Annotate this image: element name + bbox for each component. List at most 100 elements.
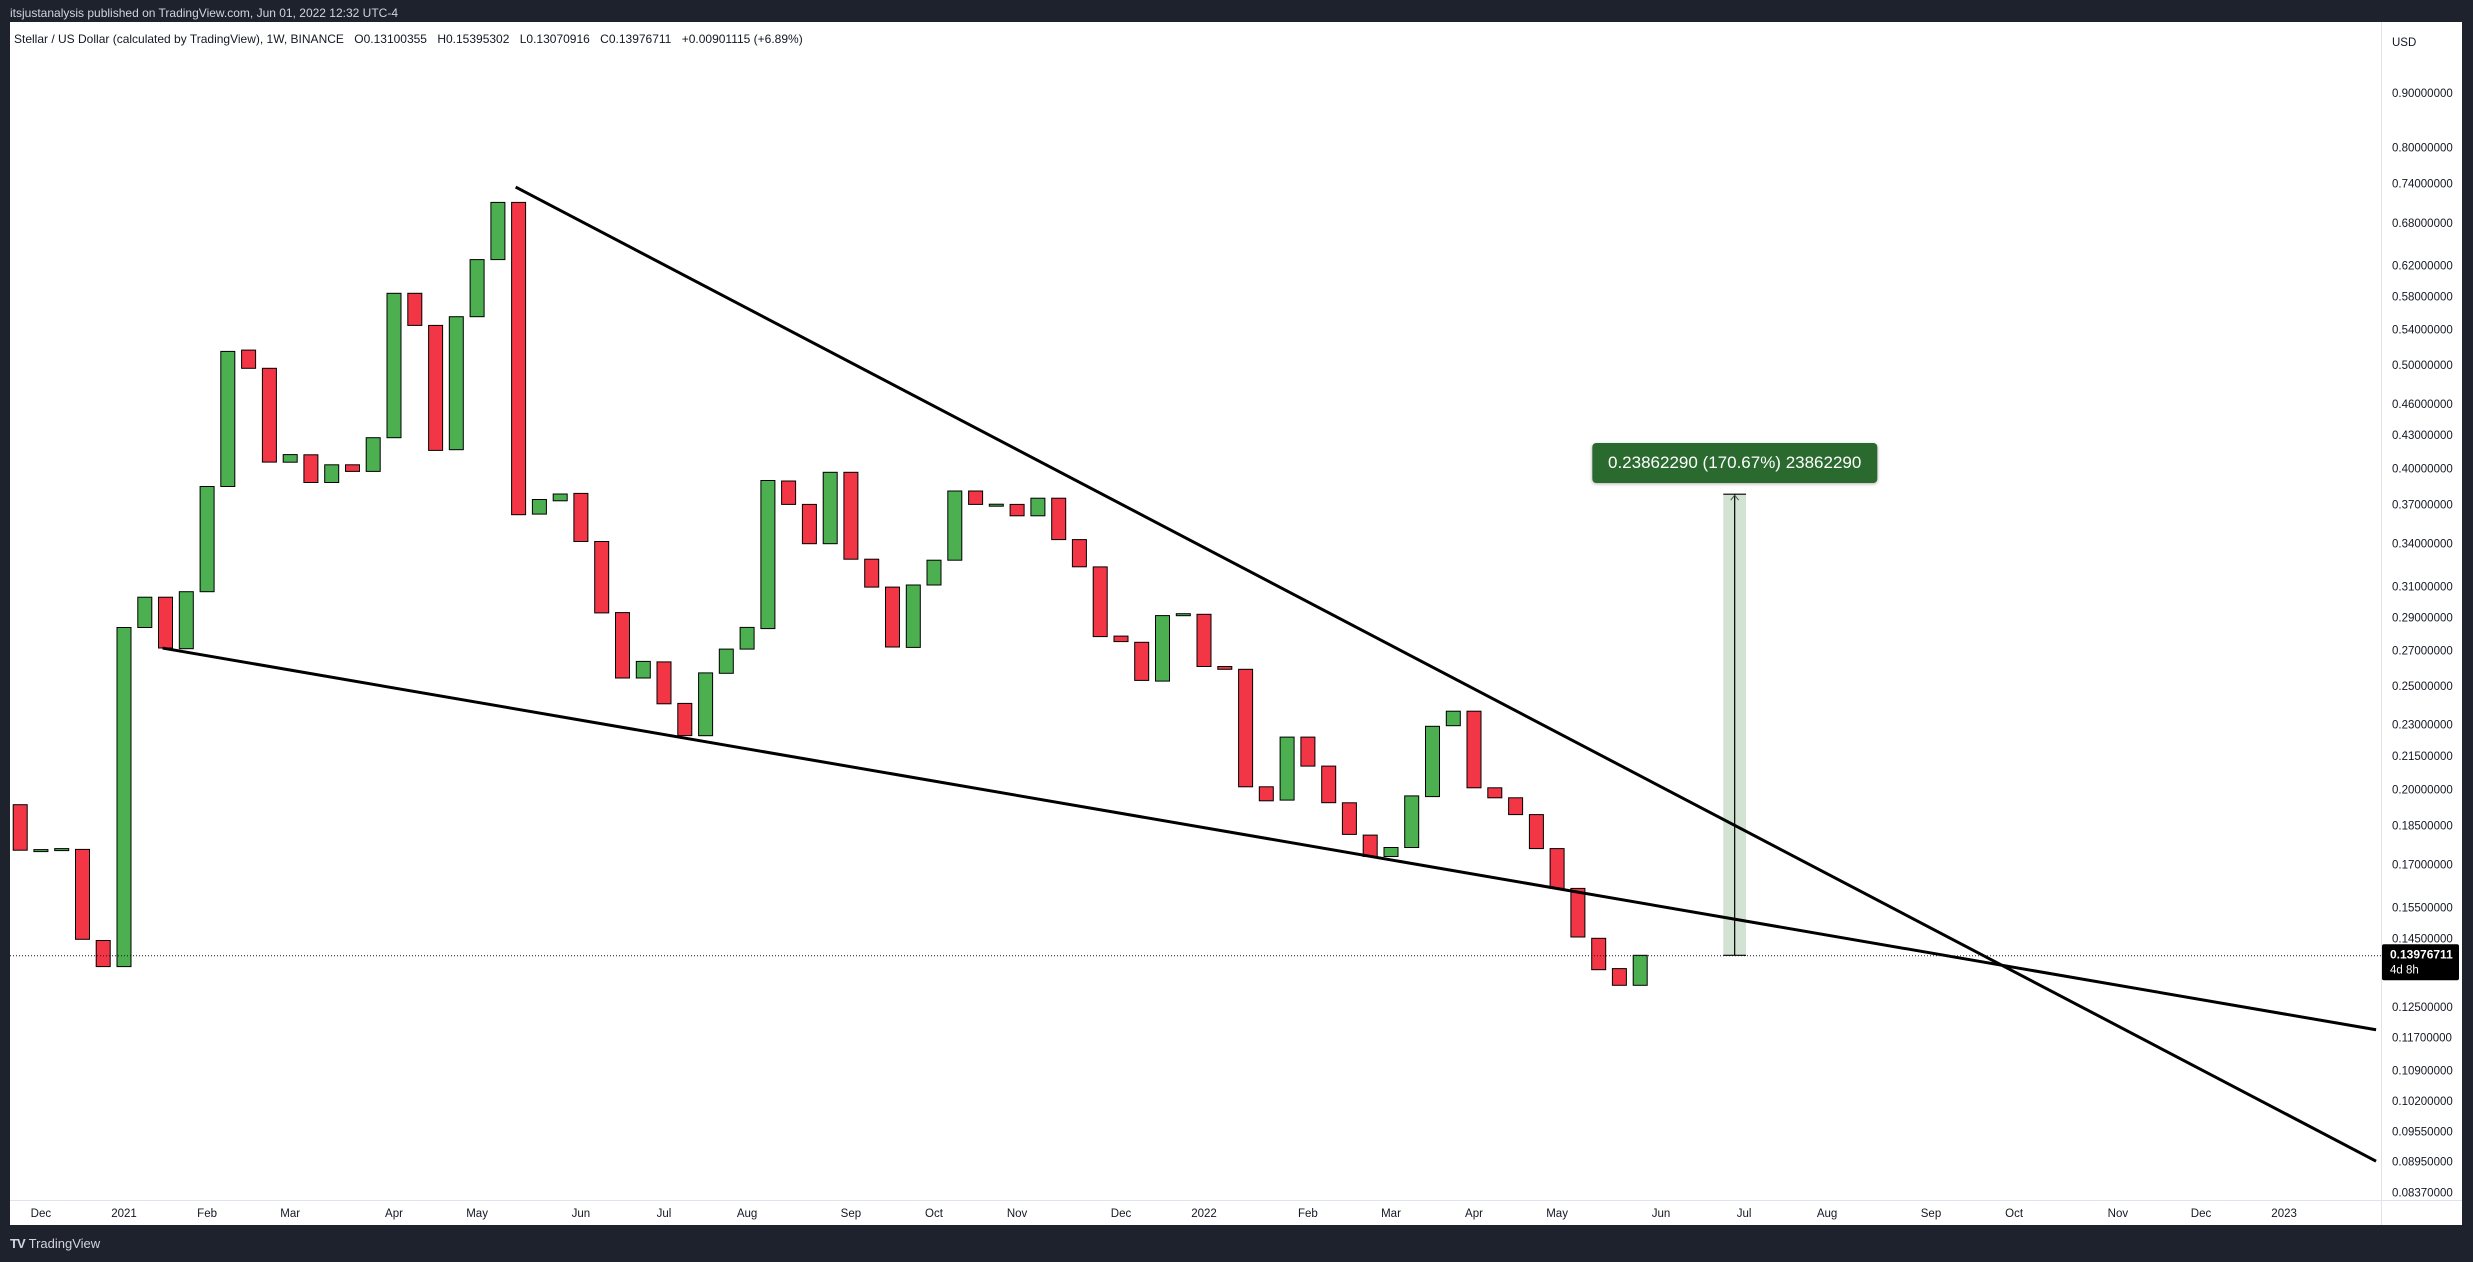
candle-2021-08-09 xyxy=(760,480,776,630)
legend-open: O0.13100355 xyxy=(354,32,427,46)
candle-2021-03-01 xyxy=(282,454,298,463)
price-tick-label: 0.23000000 xyxy=(2392,720,2453,732)
candle-2022-05-23 xyxy=(1611,968,1627,986)
time-tick-label: Oct xyxy=(2005,1208,2024,1220)
candle-2021-09-13 xyxy=(864,558,880,588)
candle-2021-08-16 xyxy=(781,480,797,505)
tradingview-logo-text: TradingView xyxy=(28,1236,101,1251)
price-tick-label: 0.18500000 xyxy=(2392,821,2453,833)
candle-2022-03-14 xyxy=(1404,795,1420,849)
time-tick-label: Sep xyxy=(841,1208,861,1220)
last-price-badge: 0.13976711 4d 8h xyxy=(2382,944,2459,981)
candle-2022-01-31 xyxy=(1279,736,1295,801)
time-tick-label: Oct xyxy=(925,1208,944,1220)
measure-tool[interactable] xyxy=(1723,493,1747,956)
candle-2021-03-15 xyxy=(324,464,340,483)
price-tick-label: 0.10200000 xyxy=(2392,1096,2453,1108)
plot-area[interactable] xyxy=(10,185,2381,1163)
candle-2021-05-31 xyxy=(552,493,568,502)
price-tick-label: 0.46000000 xyxy=(2392,399,2453,411)
trendline-2[interactable] xyxy=(162,646,2377,1032)
candle-2022-02-14 xyxy=(1321,765,1337,804)
candle-2022-01-10 xyxy=(1217,666,1233,670)
time-tick-label: 2022 xyxy=(1191,1208,1217,1220)
candle-2021-04-05 xyxy=(386,292,402,439)
price-tick-label: 0.08370000 xyxy=(2392,1188,2453,1200)
price-tick-label: 0.54000000 xyxy=(2392,325,2453,337)
arrow-up-icon xyxy=(1730,494,1740,501)
last-price-value: 0.13976711 xyxy=(2390,947,2453,961)
price-tick-label: 0.12500000 xyxy=(2392,1002,2453,1014)
time-tick-label: Nov xyxy=(2108,1208,2129,1220)
candle-2021-04-26 xyxy=(448,316,464,451)
price-tick-label: 0.10900000 xyxy=(2392,1065,2453,1077)
measure-label: 0.23862290 (170.67%) 23862290 xyxy=(1592,443,1878,483)
price-tick-label: 0.08950000 xyxy=(2392,1157,2453,1169)
tradingview-logo-icon: TV xyxy=(10,1236,26,1251)
time-tick-label: Apr xyxy=(385,1208,403,1220)
candle-2021-12-13 xyxy=(1134,641,1150,681)
candle-2021-08-02 xyxy=(739,626,755,650)
candle-2021-12-06 xyxy=(1113,635,1129,643)
candle-2021-06-14 xyxy=(594,541,610,614)
candle-2021-02-22 xyxy=(261,367,277,463)
legend-high: H0.15395302 xyxy=(437,32,510,46)
price-tick-label: 0.21500000 xyxy=(2392,751,2453,763)
candle-2022-02-28 xyxy=(1362,834,1378,857)
candle-2022-02-07 xyxy=(1300,736,1316,767)
price-tick-label: 0.37000000 xyxy=(2392,500,2453,512)
price-tick-label: 0.17000000 xyxy=(2392,860,2453,872)
candle-2021-05-17 xyxy=(511,201,527,516)
time-tick-label: Jul xyxy=(1737,1208,1752,1220)
time-axis[interactable]: Dec 2021 Feb Mar Apr May Jun Jul Aug Sep Oct Nov Dec… xyxy=(31,1208,2297,1220)
candle-2021-09-20 xyxy=(885,586,900,648)
price-tick-label: 0.15500000 xyxy=(2392,902,2453,914)
time-tick-label: Aug xyxy=(737,1208,757,1220)
candle-2021-08-30 xyxy=(822,471,838,545)
candle-2022-04-25 xyxy=(1528,814,1544,850)
candle-2021-01-18 xyxy=(158,596,173,649)
time-tick-label: May xyxy=(1546,1208,1568,1220)
candle-2022-03-28 xyxy=(1445,710,1461,727)
time-tick-label: Feb xyxy=(197,1208,217,1220)
candle-2021-11-29 xyxy=(1092,566,1108,638)
price-tick-label: 0.50000000 xyxy=(2392,360,2453,372)
symbol-legend: Stellar / US Dollar (calculated by Tradi… xyxy=(14,32,810,46)
time-tick-label: Nov xyxy=(1007,1208,1028,1220)
candle-2021-12-27 xyxy=(1175,613,1191,617)
tradingview-logo[interactable]: TV TradingView xyxy=(10,1236,100,1251)
candle-2020-12-14 xyxy=(54,848,70,852)
candle-2022-05-30 xyxy=(1632,954,1648,986)
candle-2022-05-02 xyxy=(1549,848,1565,889)
trendlines[interactable] xyxy=(162,185,2377,1163)
chart-frame[interactable] xyxy=(10,22,2462,1225)
price-tick-label: 0.27000000 xyxy=(2392,645,2453,657)
candle-2021-03-29 xyxy=(365,437,381,472)
candle-2020-11-30 xyxy=(12,804,28,851)
price-tick-label: 0.58000000 xyxy=(2392,291,2453,303)
price-axis[interactable]: 0.90000000 0.80000000 0.74000000 0.68000000… xyxy=(2392,88,2453,1200)
candle-2021-10-04 xyxy=(926,559,942,586)
candle-2022-01-03 xyxy=(1196,613,1212,667)
candle-2021-03-08 xyxy=(303,454,319,483)
price-axis-currency: USD xyxy=(2392,37,2416,49)
candle-2022-05-09 xyxy=(1570,887,1586,938)
price-tick-label: 0.29000000 xyxy=(2392,612,2453,624)
candle-2022-03-07 xyxy=(1383,847,1399,857)
price-tick-label: 0.14500000 xyxy=(2392,933,2453,945)
time-tick-label: Jul xyxy=(657,1208,672,1220)
candle-2021-12-20 xyxy=(1155,615,1170,682)
candles xyxy=(12,201,1648,986)
price-tick-label: 0.11700000 xyxy=(2392,1033,2452,1045)
trendline-1[interactable] xyxy=(514,185,2377,1163)
time-tick-label: 2023 xyxy=(2271,1208,2297,1220)
candle-2021-11-01 xyxy=(1009,503,1025,517)
price-tick-label: 0.80000000 xyxy=(2392,143,2453,155)
legend-low: L0.13070916 xyxy=(519,32,590,46)
price-tick-label: 0.62000000 xyxy=(2392,261,2453,273)
price-tick-label: 0.31000000 xyxy=(2392,582,2453,594)
candle-2021-02-15 xyxy=(241,349,257,369)
candle-2022-01-24 xyxy=(1258,786,1274,802)
candle-2021-10-25 xyxy=(988,503,1004,507)
